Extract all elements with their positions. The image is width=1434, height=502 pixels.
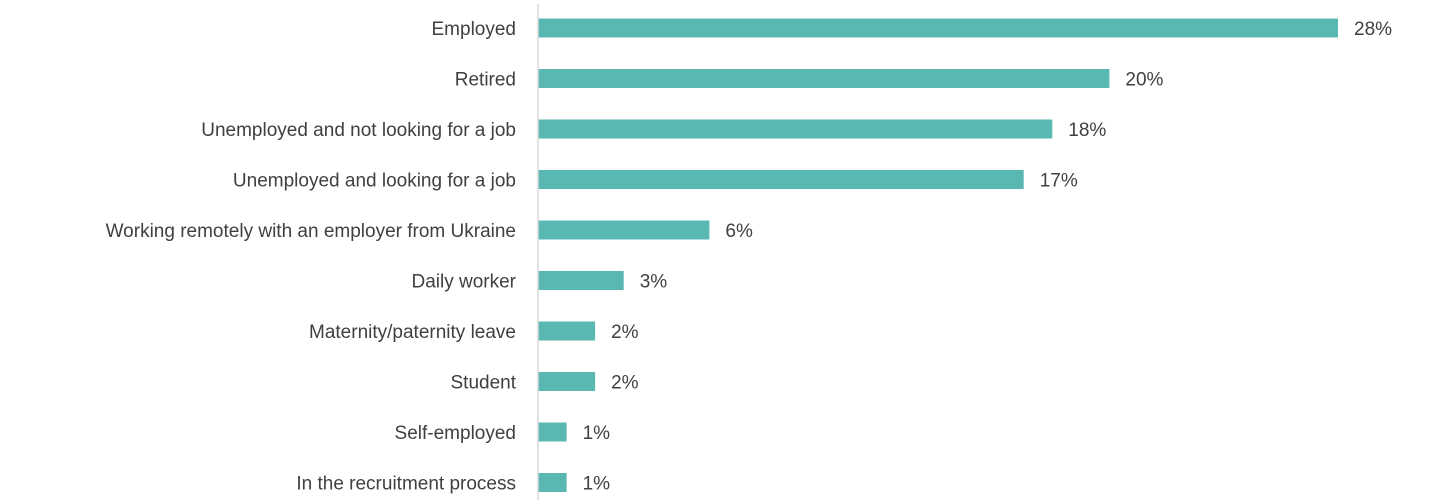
value-label-5: 3% [640,272,668,293]
bar-2 [538,119,1053,139]
category-label-2: Unemployed and not looking for a job [201,120,516,141]
value-label-0: 28% [1354,19,1392,40]
category-label-6: Maternity/paternity leave [309,322,516,343]
category-label-9: In the recruitment process [296,474,516,495]
bar-5 [538,271,624,290]
value-label-6: 2% [611,322,639,343]
bar-8 [538,422,567,442]
bar-3 [538,170,1024,189]
bar-4 [538,220,710,240]
bar-6 [538,321,596,341]
bar-0 [538,18,1338,38]
value-label-9: 1% [583,474,611,495]
bar-9 [538,473,567,492]
category-labels-group: Employed Retired Unemployed and not lookin… [106,19,517,495]
category-label-8: Self-employed [395,423,516,444]
bars-group [538,18,1338,492]
value-labels-group: 28% 20% 18% 17% 6% 3% 2% 2% 1% 1% [583,19,1393,495]
value-label-7: 2% [611,373,639,394]
value-label-4: 6% [725,221,753,242]
value-label-2: 18% [1068,120,1106,141]
category-label-3: Unemployed and looking for a job [233,171,516,192]
category-label-5: Daily worker [411,272,516,293]
value-label-3: 17% [1040,171,1078,192]
category-label-1: Retired [455,70,516,91]
category-label-7: Student [451,373,517,394]
category-label-4: Working remotely with an employer from U… [106,221,516,242]
category-label-0: Employed [432,19,517,40]
value-label-1: 20% [1125,70,1163,91]
bar-7 [538,372,596,391]
bar-1 [538,69,1110,88]
value-label-8: 1% [583,423,611,444]
